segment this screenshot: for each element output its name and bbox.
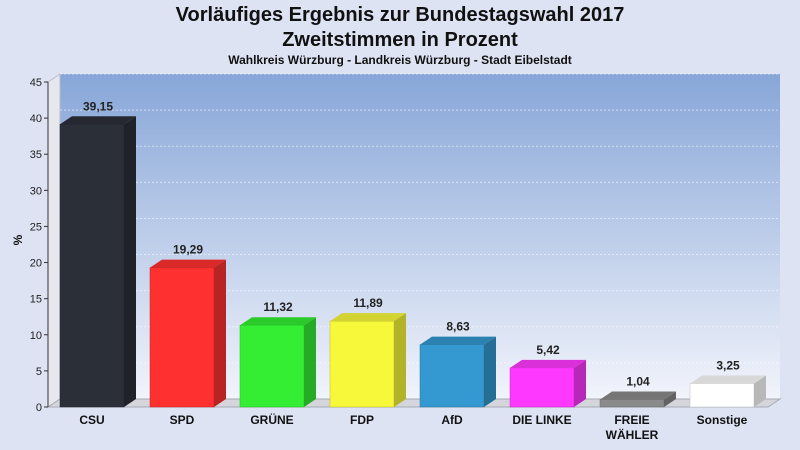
- data-label: 11,32: [263, 300, 293, 314]
- x-tick-label: Sonstige: [697, 413, 748, 427]
- x-tick-label: FDP: [350, 413, 374, 427]
- y-tick-label: 10: [30, 330, 42, 342]
- data-label: 39,15: [83, 99, 113, 113]
- bar-7: [689, 375, 766, 408]
- bar-front: [149, 267, 215, 408]
- bar-top: [510, 359, 586, 368]
- data-label: 3,25: [716, 359, 740, 373]
- y-axis: 0 5 10 15 20 25 30 35 40 45: [30, 77, 49, 414]
- bar-side: [214, 259, 226, 407]
- plot-side-wall: [47, 73, 61, 408]
- y-tick-label: 40: [30, 113, 42, 125]
- bar-top: [420, 336, 496, 345]
- data-label: 5,42: [536, 343, 560, 357]
- bar-front: [239, 324, 305, 408]
- x-tick-label: FREIE WÄHLER: [606, 413, 659, 442]
- y-tick-label: 30: [30, 185, 42, 197]
- y-tick-label: 25: [30, 221, 42, 233]
- bar-front: [599, 399, 665, 408]
- bar-front: [329, 320, 395, 408]
- bar-0: [59, 116, 136, 408]
- bars: 39,15 19,29 11,32 11,89 8,63 5,42 1,04 3,25: [59, 99, 766, 408]
- bar-side: [484, 336, 496, 407]
- x-tick-label: CSU: [79, 413, 104, 427]
- bar-top: [600, 391, 676, 400]
- x-tick-label: DIE LINKE: [512, 413, 571, 427]
- chart-title: Vorläufiges Ergebnis zur Bundestagswahl …: [175, 4, 625, 26]
- y-tick-label: 35: [30, 149, 42, 161]
- bar-side: [124, 116, 136, 407]
- bar-side: [754, 375, 766, 407]
- bar-side: [664, 391, 676, 407]
- bar-2: [239, 317, 316, 408]
- bar-3: [329, 313, 406, 408]
- bar-front: [419, 344, 485, 408]
- data-label: 11,89: [353, 296, 383, 310]
- x-tick-label: AfD: [441, 413, 463, 427]
- x-tick-label: SPD: [170, 413, 195, 427]
- y-tick-label: 0: [36, 402, 42, 414]
- y-tick-label: 20: [30, 258, 42, 270]
- data-label: 19,29: [173, 243, 203, 257]
- bar-1: [149, 259, 226, 408]
- bar-top: [150, 259, 226, 268]
- bar-front: [689, 383, 755, 408]
- bar-top: [60, 116, 136, 125]
- data-label: 8,63: [446, 320, 470, 334]
- bar-side: [574, 359, 586, 407]
- y-axis-label: %: [11, 234, 25, 245]
- chart-region-subtitle: Wahlkreis Würzburg - Landkreis Würzburg …: [228, 53, 572, 67]
- chart-subtitle: Zweitstimmen in Prozent: [282, 29, 518, 51]
- x-axis: CSU SPD GRÜNE FDP AfD DIE LINKE FREIE WÄHLER Son…: [79, 412, 747, 442]
- bar-4: [419, 336, 496, 408]
- y-tick-label: 45: [30, 77, 42, 89]
- bar-side: [304, 317, 316, 407]
- bar-side: [394, 313, 406, 407]
- data-label: 1,04: [626, 374, 650, 388]
- bar-top: [330, 313, 406, 322]
- bar-6: [599, 391, 676, 408]
- bar-top: [690, 375, 766, 384]
- bar-front: [59, 124, 125, 408]
- y-tick-label: 15: [30, 294, 42, 306]
- bar-5: [509, 359, 586, 408]
- y-tick-label: 5: [36, 366, 42, 378]
- bar-top: [240, 317, 316, 326]
- bar-front: [509, 367, 575, 408]
- x-tick-label: GRÜNE: [250, 412, 293, 427]
